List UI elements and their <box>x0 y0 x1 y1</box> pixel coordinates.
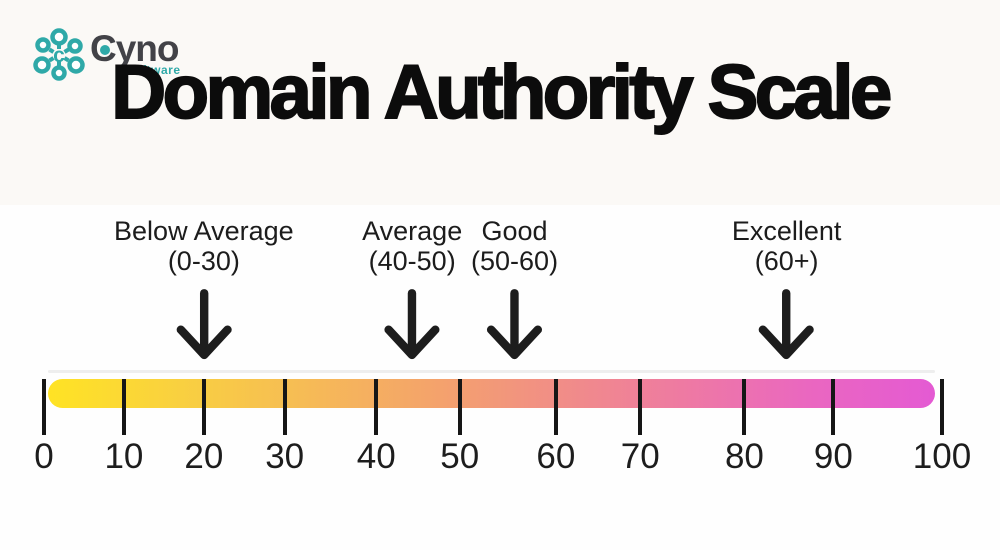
bar-top-shadow <box>48 370 935 373</box>
category-range: (50-60) <box>471 246 559 276</box>
logo: c Cyno Software <box>30 26 180 84</box>
category-label: Good <box>481 216 548 246</box>
background-band <box>0 0 1000 205</box>
axis-tick <box>940 379 944 435</box>
logo-subtitle: Software <box>125 63 181 77</box>
category-label: Below Average <box>114 216 294 246</box>
axis-tick-label: 40 <box>356 437 396 476</box>
axis-tick <box>121 379 126 435</box>
axis-tick-label: 10 <box>104 437 144 476</box>
axis-tick-label: 80 <box>724 437 764 476</box>
down-arrow-icon <box>176 289 232 360</box>
down-arrow-icon <box>384 289 440 360</box>
logo-text: Cyno Software <box>90 28 180 77</box>
pointer-excellent: Excellent (60+) <box>731 216 842 362</box>
axis-tick <box>282 379 287 435</box>
axis-tick <box>42 379 46 435</box>
down-arrow-icon <box>487 289 543 360</box>
axis-tick <box>831 379 836 435</box>
logo-c-dot <box>100 45 110 55</box>
axis-tick-label: 60 <box>536 437 576 476</box>
pointer-good: Good (50-60) <box>471 216 558 362</box>
down-arrow-icon <box>759 289 815 360</box>
axis-tick-label: 70 <box>620 437 660 476</box>
axis-tick <box>457 379 462 435</box>
category-range: (60+) <box>754 246 819 276</box>
axis-tick <box>742 379 747 435</box>
page-title: Domain Authority Scale <box>110 50 893 135</box>
domain-authority-scale: Below Average (0-30) Average (40-50) Goo… <box>34 0 971 550</box>
category-range: (0-30) <box>167 246 240 276</box>
cyno-network-icon: c <box>33 28 85 81</box>
pointer-average: Average (40-50) <box>362 216 462 362</box>
axis-tick <box>201 379 206 435</box>
logo-letter-c: C <box>90 30 117 67</box>
category-label: Excellent <box>731 216 842 246</box>
axis-tick <box>374 379 379 435</box>
axis-tick <box>638 379 643 435</box>
gradient-scale-bar <box>48 379 935 408</box>
axis-tick-label: 20 <box>184 437 224 476</box>
logo-brand-rest: yno <box>115 28 180 69</box>
category-range: (40-50) <box>368 246 456 276</box>
axis-tick-label: 0 <box>34 437 54 476</box>
logo-brand: Cyno <box>90 28 180 69</box>
axis-tick-label: 90 <box>813 437 853 476</box>
axis-tick <box>553 379 558 435</box>
pointer-below-average: Below Average (0-30) <box>114 216 294 362</box>
axis-tick-label: 50 <box>440 437 480 476</box>
category-label: Average <box>362 216 463 246</box>
svg-text:c: c <box>53 44 65 67</box>
axis-tick-label: 30 <box>265 437 305 476</box>
axis-tick-label: 100 <box>912 437 972 476</box>
